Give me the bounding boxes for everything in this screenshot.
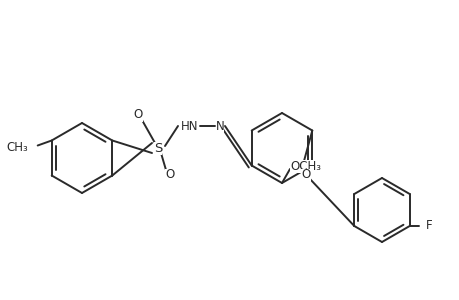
Text: F: F	[425, 220, 431, 232]
Text: CH₃: CH₃	[6, 141, 28, 154]
Text: O: O	[165, 169, 174, 182]
Text: S: S	[153, 142, 162, 154]
Text: OCH₃: OCH₃	[290, 160, 321, 172]
Text: HN: HN	[181, 119, 198, 133]
Text: O: O	[133, 109, 142, 122]
Text: O: O	[301, 169, 310, 182]
Text: N: N	[215, 119, 224, 133]
